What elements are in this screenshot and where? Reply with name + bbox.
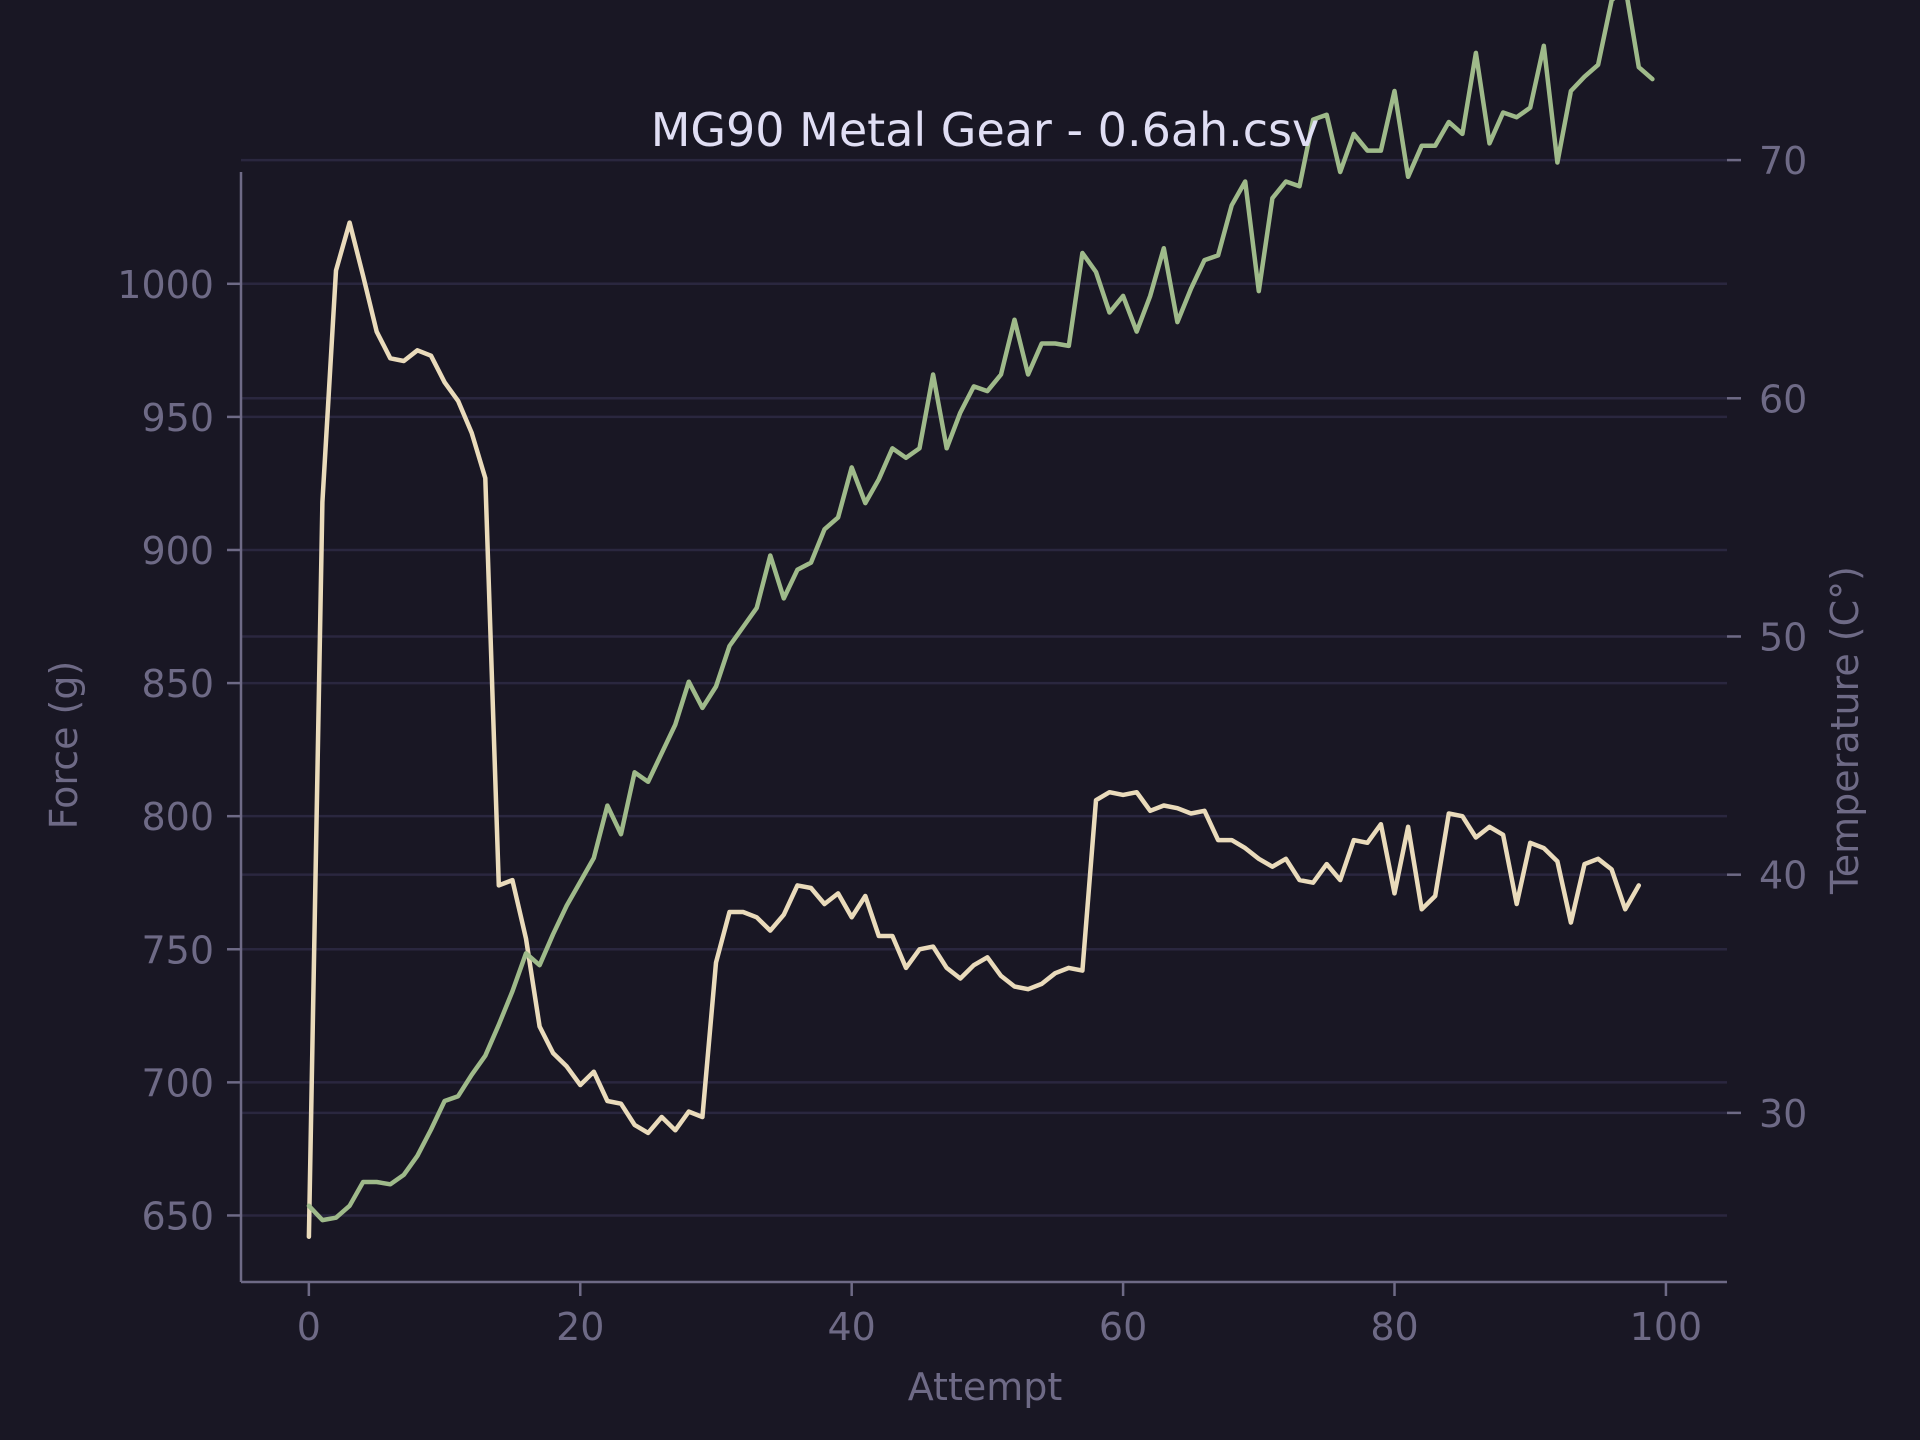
y-axis-label-right: Temperature (C°) — [1823, 566, 1867, 895]
y-tick-label-right-30: 30 — [1759, 1092, 1807, 1136]
y-tick-label-left-1000: 1000 — [117, 263, 214, 307]
gridlines — [241, 158, 1727, 1217]
y-tick-label-right-40: 40 — [1759, 854, 1807, 898]
y-tick-label-right-50: 50 — [1759, 615, 1807, 659]
plot-area — [306, 0, 1655, 1239]
y-tick-label-left-900: 900 — [141, 529, 214, 573]
x-tick-label-40: 40 — [828, 1305, 876, 1349]
x-tick-label-20: 20 — [556, 1305, 604, 1349]
y-tick-label-right-60: 60 — [1759, 377, 1807, 421]
x-tick-label-80: 80 — [1370, 1305, 1418, 1349]
y-tick-label-left-750: 750 — [141, 928, 214, 972]
temperature-line — [306, 0, 1655, 1223]
axes: 0 20 40 60 80 100 650 700 750 800 850 900 950 1000 30 4… — [117, 139, 1807, 1349]
chart-title: MG90 Metal Gear - 0.6ah.csv — [651, 103, 1320, 157]
y-tick-label-left-800: 800 — [141, 795, 214, 839]
y-tick-label-left-700: 700 — [141, 1061, 214, 1105]
y-tick-label-left-650: 650 — [141, 1194, 214, 1238]
force-line — [306, 220, 1642, 1239]
y-tick-label-right-70: 70 — [1759, 139, 1807, 183]
x-tick-label-0: 0 — [297, 1305, 321, 1349]
x-tick-label-60: 60 — [1099, 1305, 1147, 1349]
y-axis-label-left: Force (g) — [42, 661, 86, 830]
x-tick-label-100: 100 — [1630, 1305, 1703, 1349]
y-tick-label-left-950: 950 — [141, 396, 214, 440]
y-tick-label-left-850: 850 — [141, 662, 214, 706]
x-axis-label: Attempt — [908, 1365, 1063, 1409]
